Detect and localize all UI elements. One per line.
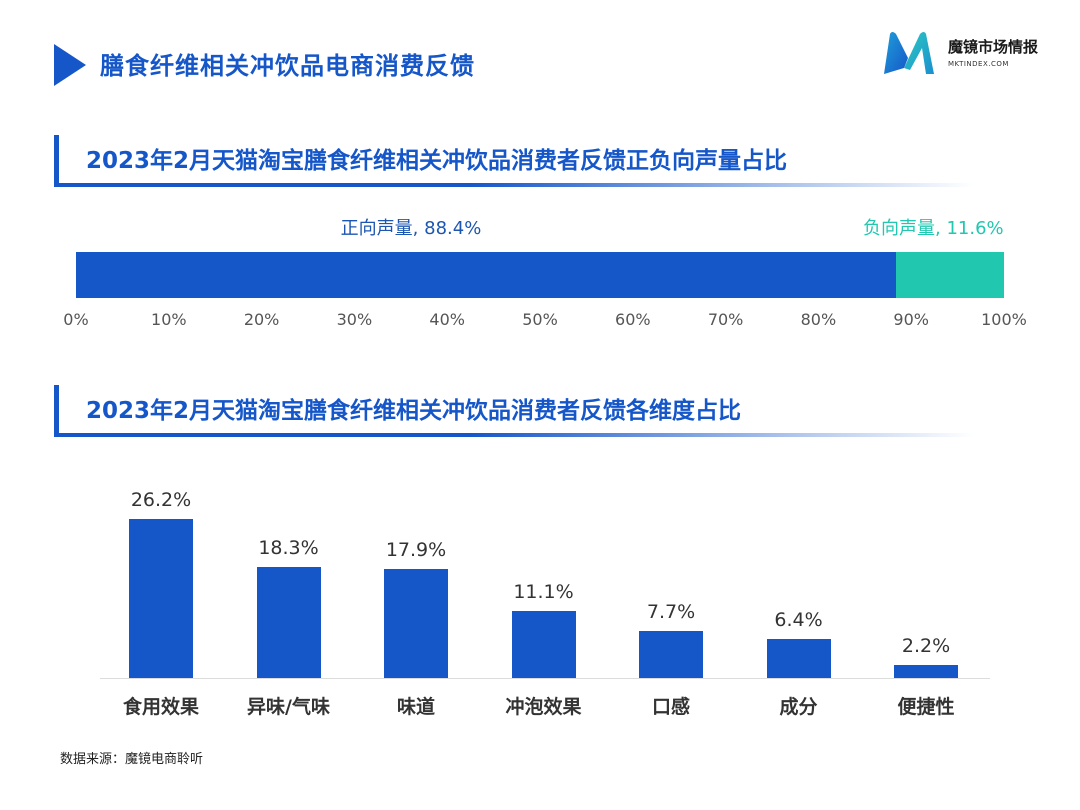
- section-header-sentiment: 2023年2月天猫淘宝膳食纤维相关冲饮品消费者反馈正负向声量占比: [54, 135, 974, 187]
- x-axis-line: [100, 678, 990, 679]
- x-tick-label: 便捷性: [897, 696, 955, 718]
- x-tick-label: 20%: [243, 310, 280, 329]
- section-header-dimensions: 2023年2月天猫淘宝膳食纤维相关冲饮品消费者反馈各维度占比: [54, 385, 974, 437]
- positive-label: 正向声量, 88.4%: [340, 218, 482, 239]
- bar: [894, 664, 958, 678]
- bar: [384, 569, 448, 678]
- header-triangle-icon: [54, 44, 86, 86]
- bar: [256, 566, 321, 678]
- section-accent-bar: [54, 135, 59, 187]
- chart-title-sentiment: 2023年2月天猫淘宝膳食纤维相关冲饮品消费者反馈正负向声量占比: [86, 148, 788, 174]
- x-tick-label: 10%: [151, 310, 187, 329]
- x-tick-label: 100%: [981, 310, 1027, 329]
- data-label: 2.2%: [901, 634, 951, 657]
- data-label: 6.4%: [774, 609, 823, 632]
- logo-url: MKTINDEX.COM: [948, 60, 1009, 68]
- bar: [639, 631, 703, 678]
- logo-name: 魔镜市场情报: [948, 38, 1039, 56]
- section-underline: [54, 183, 974, 187]
- x-tick-label: 50%: [522, 310, 558, 329]
- x-tick-label: 口感: [651, 696, 691, 718]
- x-tick-label: 80%: [800, 310, 837, 329]
- positive-segment: [76, 252, 897, 298]
- data-label: 17.9%: [385, 539, 447, 562]
- x-tick-label: 30%: [336, 310, 373, 329]
- x-tick-label: 异味/气味: [247, 696, 330, 718]
- x-tick-label: 60%: [615, 310, 651, 329]
- sentiment-stacked-bar-chart: 正向声量, 88.4% 负向声量, 11.6% 0% 10% 20% 30% 40% 50% 6…: [63, 210, 1027, 340]
- x-tick-label: 成分: [779, 696, 818, 718]
- negative-label: 负向声量, 11.6%: [863, 218, 1004, 239]
- data-label: 26.2%: [130, 489, 192, 511]
- x-tick-label: 40%: [429, 310, 465, 329]
- logo-m-icon: [884, 32, 934, 74]
- bar: [511, 610, 576, 678]
- bar: [129, 519, 193, 678]
- data-label: 7.7%: [646, 601, 696, 624]
- data-label: 11.1%: [513, 580, 574, 603]
- dimension-column-chart: 26.2% 食用效果 18.3% 异味/气味 17.9% 味道 11.1% 冲泡效果 7.7% 口…: [100, 470, 990, 730]
- brand-logo: 魔镜市场情报 MKTINDEX.COM: [880, 28, 1050, 78]
- negative-segment: [896, 252, 1004, 298]
- x-tick-label: 90%: [893, 310, 929, 329]
- x-tick-label: 冲泡效果: [505, 696, 582, 718]
- x-tick-label: 70%: [707, 310, 744, 329]
- x-tick-label: 0%: [63, 310, 89, 329]
- bar: [766, 639, 831, 678]
- page-header: 膳食纤维相关冲饮品电商消费反馈 魔镜市场情报 MKTINDEX.COM: [0, 0, 1080, 100]
- x-tick-label: 食用效果: [122, 696, 200, 718]
- x-tick-label: 味道: [396, 696, 436, 718]
- data-label: 18.3%: [258, 536, 319, 559]
- page-title: 膳食纤维相关冲饮品电商消费反馈: [100, 52, 475, 80]
- section-underline: [54, 433, 974, 437]
- data-source-note: 数据来源：魔镜电商聆听: [60, 752, 204, 767]
- section-accent-bar: [54, 385, 59, 437]
- chart-title-dimensions: 2023年2月天猫淘宝膳食纤维相关冲饮品消费者反馈各维度占比: [86, 398, 742, 424]
